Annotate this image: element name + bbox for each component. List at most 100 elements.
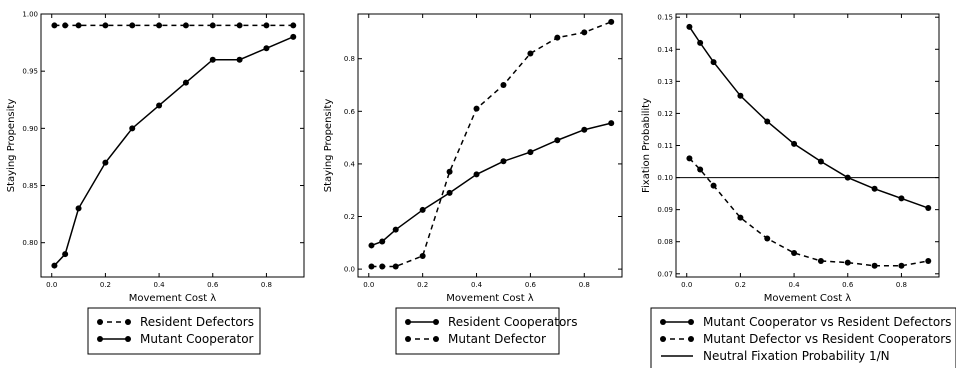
data-point <box>817 257 824 264</box>
data-point <box>51 22 58 29</box>
data-point <box>898 195 905 202</box>
legend-3: Mutant Cooperator vs Resident Defectors M… <box>650 307 956 368</box>
y-tick-label: 0.0 <box>344 266 355 274</box>
data-point <box>764 118 771 125</box>
data-point <box>419 206 426 213</box>
data-point <box>764 235 771 242</box>
x-tick-label: 0.8 <box>579 281 590 289</box>
legend-swatch-marker <box>97 319 103 325</box>
data-point <box>608 18 615 25</box>
x-tick-label: 0.8 <box>261 281 272 289</box>
legend-swatch-marker <box>405 319 411 325</box>
x-axis-label: Movement Cost λ <box>129 293 217 304</box>
data-point <box>182 22 189 29</box>
y-tick-label: 0.8 <box>344 55 355 63</box>
data-point <box>368 263 375 270</box>
x-tick-label: 0.2 <box>417 281 428 289</box>
data-point <box>263 45 270 52</box>
data-point <box>527 149 534 156</box>
data-point <box>75 205 82 212</box>
data-point <box>737 214 744 221</box>
data-point <box>608 120 615 127</box>
x-tick-label: 0.8 <box>896 281 907 289</box>
data-point <box>697 39 704 46</box>
x-tick-label: 0.6 <box>207 281 219 289</box>
data-point <box>686 155 693 162</box>
y-tick-label: 0.10 <box>657 174 673 182</box>
legend-swatch-marker <box>688 336 694 342</box>
x-tick-label: 0.0 <box>46 281 57 289</box>
x-tick-label: 0.6 <box>525 281 537 289</box>
y-tick-label: 0.12 <box>657 110 673 118</box>
data-point <box>581 29 588 36</box>
y-tick-label: 0.4 <box>344 160 356 168</box>
data-point <box>925 205 932 212</box>
legend-swatch-marker <box>405 336 411 342</box>
data-point <box>392 226 399 233</box>
data-point <box>500 82 507 89</box>
data-point <box>446 168 453 175</box>
data-point <box>209 56 216 63</box>
data-point <box>419 252 426 259</box>
x-tick-label: 0.4 <box>789 281 801 289</box>
data-point <box>710 182 717 189</box>
x-tick-label: 0.4 <box>471 281 483 289</box>
chart-panel-1: 0.0 0.2 0.4 0.6 0.8 0.80 0.85 0.90 0.95 1.00 Movem… <box>6 11 305 304</box>
y-tick-label: 0.07 <box>657 270 673 278</box>
series-line-1 <box>688 26 929 209</box>
data-point <box>898 262 905 269</box>
y-tick-label: 0.85 <box>22 182 38 190</box>
legend-label: Neutral Fixation Probability 1/N <box>703 349 890 363</box>
data-point <box>392 263 399 270</box>
legend-swatch-marker <box>660 319 666 325</box>
y-tick-label: 0.08 <box>657 238 673 246</box>
legend-label: Resident Defectors <box>140 315 254 329</box>
x-axis-label: Movement Cost λ <box>446 293 534 304</box>
legend-box <box>395 307 560 355</box>
series-line-1 <box>371 122 612 247</box>
data-point <box>182 79 189 86</box>
data-point <box>290 33 297 40</box>
legend-label: Mutant Cooperator <box>140 332 254 346</box>
series-line-2 <box>53 36 294 267</box>
data-point <box>791 249 798 256</box>
series-line-2 <box>371 21 612 268</box>
data-point <box>871 262 878 269</box>
data-point <box>686 23 693 30</box>
y-tick-label: 0.6 <box>344 108 356 116</box>
data-point <box>527 50 534 57</box>
x-tick-label: 0.2 <box>100 281 111 289</box>
x-tick-label: 0.6 <box>842 281 854 289</box>
data-point <box>791 140 798 147</box>
y-tick-label: 0.09 <box>657 206 673 214</box>
data-point <box>263 22 270 29</box>
data-point <box>710 59 717 66</box>
y-tick-label: 0.2 <box>344 213 355 221</box>
data-point <box>51 262 58 269</box>
data-point <box>102 159 109 166</box>
legend-label: Resident Cooperators <box>448 315 577 329</box>
data-point <box>473 171 480 178</box>
data-point <box>697 166 704 173</box>
y-axis-label: Staying Propensity <box>323 99 334 193</box>
x-tick-label: 0.4 <box>154 281 166 289</box>
data-point <box>817 158 824 165</box>
data-point <box>737 92 744 99</box>
data-point <box>156 102 163 109</box>
data-point <box>473 105 480 112</box>
y-tick-label: 0.15 <box>657 14 673 22</box>
legend-box <box>87 307 261 355</box>
data-point <box>871 185 878 192</box>
y-tick-label: 0.80 <box>22 239 38 247</box>
data-point <box>500 158 507 165</box>
legend-swatch-marker <box>660 336 666 342</box>
y-tick-label: 1.00 <box>22 11 38 19</box>
x-axis-label: Movement Cost λ <box>764 293 852 304</box>
legend-swatch-marker <box>97 336 103 342</box>
data-point <box>446 189 453 196</box>
y-tick-label: 0.95 <box>22 68 38 76</box>
legend-swatch-marker <box>433 336 439 342</box>
y-tick-label: 0.13 <box>657 78 673 86</box>
x-tick-label: 0.2 <box>735 281 746 289</box>
